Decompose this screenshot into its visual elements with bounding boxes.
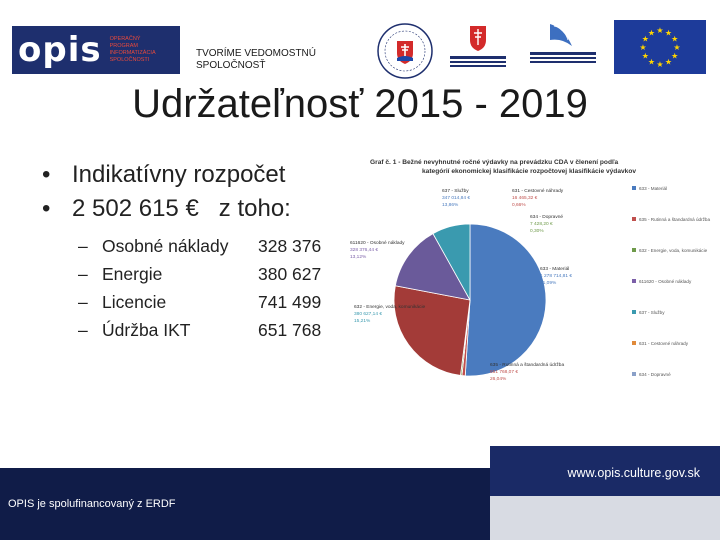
bullet-item: • Indikatívny rozpočet [42, 158, 291, 192]
eu-star-icon: ★ [648, 58, 655, 67]
opis-logo-subtitle: OPERAČNÝ PROGRAM INFORMATIZÁCIA SPOLOČNO… [109, 36, 156, 63]
slogan: TVORÍME VEDOMOSTNÚ SPOLOČNOSŤ [196, 48, 346, 72]
slovak-emblem-circle-icon [377, 23, 433, 79]
pie-slice [464, 223, 547, 377]
legend-swatch [632, 310, 636, 314]
budget-item: – Údržba IKT 651 768 [78, 316, 328, 344]
budget-breakdown-list: – Osobné náklady 328 376 – Energie 380 6… [78, 232, 328, 344]
dash-mark: – [78, 264, 88, 284]
footer-url-link[interactable]: www.opis.culture.gov.sk [567, 466, 700, 480]
pie-slice-label: 16 465,32 € [512, 195, 538, 201]
budget-item-label: Licencie [102, 292, 167, 312]
budget-pie-chart: Graf č. 1 - Bežné nevyhnutné ročné výdav… [350, 159, 710, 382]
pie-slice-label: 637 - Služby [442, 188, 469, 194]
bullet-text: Indikatívny rozpočet [72, 161, 286, 188]
pie-slice [394, 233, 471, 301]
eu-star-icon: ★ [671, 52, 678, 61]
pie-slice-label: 651 768,07 € [490, 369, 518, 375]
pie-slice-label: 51,09% [540, 280, 557, 286]
budget-item-value: 380 627 [258, 264, 322, 284]
budget-item: – Energie 380 627 [78, 260, 328, 288]
eu-star-icon: ★ [665, 28, 672, 37]
pie-slice-label: 15,21% [354, 318, 371, 324]
budget-item-value: 328 376 [258, 236, 322, 256]
pie-slice-label: 634 - Dopravné [530, 214, 563, 220]
ministry-finance-emblem-icon [450, 26, 506, 67]
footer-accent [490, 496, 720, 540]
bullet-mark: • [42, 195, 51, 222]
pie-slice-label: 0,66% [512, 202, 526, 208]
pie-slice [393, 285, 471, 376]
pie-slice-label: 347 014,84 € [442, 195, 470, 201]
eu-star-icon: ★ [648, 28, 655, 37]
pie-slice-label: 631 - Cestovné náhrady [512, 188, 564, 194]
bullet-list: • Indikatívny rozpočet • 2 502 615 € z t… [42, 158, 291, 226]
slogan-line-1: TVORÍME VEDOMOSTNÚ [196, 48, 317, 59]
footer-bar [0, 468, 490, 540]
budget-item-label: Osobné náklady [102, 236, 229, 256]
legend-swatch [632, 279, 636, 283]
eu-star-icon: ★ [639, 43, 646, 52]
eu-star-icon: ★ [665, 58, 672, 67]
pie-slice-label: 632 - Energie, voda, komunikácie [354, 304, 426, 310]
pie-slice-label: 328 376,44 € [350, 247, 378, 253]
legend-label: 633 - Materiál [639, 186, 667, 191]
bullet-mark: • [42, 161, 51, 188]
budget-item: – Osobné náklady 328 376 [78, 232, 328, 260]
legend-swatch [632, 341, 636, 345]
opis-logo: opis OPERAČNÝ PROGRAM INFORMATIZÁCIA SPO… [12, 26, 180, 74]
pie-slice-label: 1 278 714,81 € [540, 273, 572, 279]
legend-label: 635 - Rutinná a štandardná údržba [639, 217, 710, 222]
pie-slice-label: 635 - Rutinná a štandardná údržba [490, 362, 564, 368]
pie-slice-label: 13,12% [350, 254, 367, 260]
budget-item-label: Energie [102, 264, 163, 284]
opis-logo-text: opis [18, 30, 102, 70]
pie-slice [432, 223, 471, 302]
eu-star-icon: ★ [656, 26, 663, 35]
eu-flag-icon: ★★★★★★★★★ ★ ★★ [614, 20, 706, 74]
legend-swatch [632, 248, 636, 252]
dash-mark: – [78, 236, 88, 256]
eu-star-icon: ★ [642, 35, 649, 44]
eu-star-icon: ★ [656, 60, 663, 69]
chart-title-line-2: kategórií ekonomickej klasifikácie rozpo… [422, 168, 636, 175]
legend-label: 637 - Služby [639, 310, 665, 315]
eu-star-icon: ★ [673, 43, 680, 52]
legend-swatch [632, 372, 636, 376]
pie-slice-label: 611620 - Osobné náklady [350, 240, 405, 246]
ministry-culture-emblem-icon [530, 24, 596, 63]
pie-slice-label: 633 - Materiál [540, 266, 569, 272]
budget-item-value: 741 499 [258, 292, 322, 312]
legend-label: 611620 - Osobné náklady [639, 279, 692, 284]
eu-star-icon: ★ [642, 52, 649, 61]
pie-slice-label: 380 627,14 € [354, 311, 382, 317]
page-title: Udržateľnosť 2015 - 2019 [132, 82, 588, 126]
dash-mark: – [78, 292, 88, 312]
bullet-item: • 2 502 615 € z toho: [42, 192, 291, 226]
dash-mark: – [78, 320, 88, 340]
legend-label: 634 - Dopravné [639, 372, 671, 377]
legend-swatch [632, 186, 636, 190]
eu-star-icon: ★ [671, 35, 678, 44]
pie-slice-label: 7 428,20 € [530, 221, 553, 227]
legend-label: 631 - Cestovné náhrady [639, 341, 689, 346]
bullet-text: 2 502 615 € z toho: [72, 195, 291, 222]
footer-url-box [490, 446, 720, 496]
pie-slice-label: 13,86% [442, 202, 459, 208]
pie-slice-label: 26,04% [490, 376, 507, 382]
chart-title-line-1: Graf č. 1 - Bežné nevyhnutné ročné výdav… [370, 159, 619, 166]
footer-erdf-text: OPIS je spolufinancovaný z ERDF [8, 498, 176, 510]
legend-label: 632 - Energie, voda, komunikácie [639, 248, 708, 253]
budget-item: – Licencie 741 499 [78, 288, 328, 316]
slogan-line-2: SPOLOČNOSŤ [196, 60, 266, 71]
budget-item-label: Údržba IKT [102, 320, 191, 340]
budget-item-value: 651 768 [258, 320, 322, 340]
pie-slice-label: 0,30% [530, 228, 544, 234]
legend-swatch [632, 217, 636, 221]
